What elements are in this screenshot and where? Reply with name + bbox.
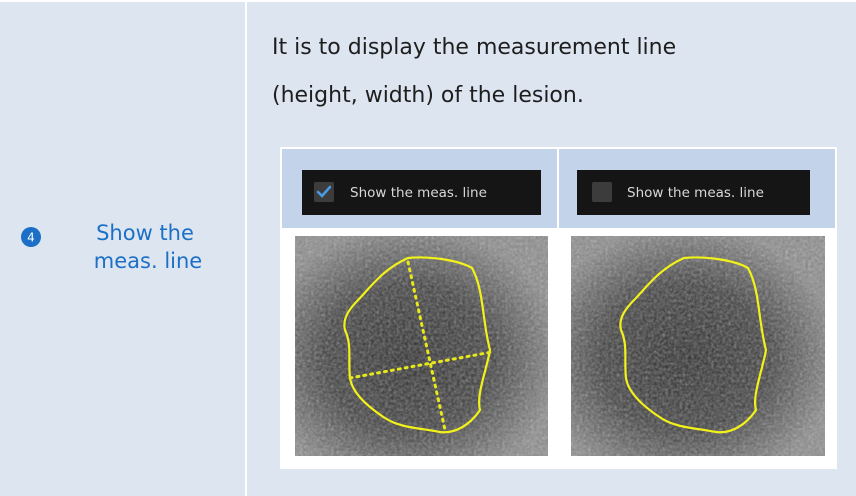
checkbox[interactable] <box>592 182 612 202</box>
checkbox-label: Show the meas. line <box>627 185 764 201</box>
feature-label: meas. line <box>94 249 202 273</box>
page: 4 Show the meas. line It is to display t… <box>0 0 856 496</box>
checkbox-label: Show the meas. line <box>350 185 487 201</box>
description: It is to display the measurement line <box>272 35 676 60</box>
number: 4 <box>27 231 35 245</box>
checkbox-bar: Show the meas. line <box>577 170 810 215</box>
checkbox-bar: Show the meas. line <box>302 170 541 215</box>
ultrasound-image <box>571 236 825 456</box>
description: (height, width) of the lesion. <box>272 83 584 108</box>
feature-label: Show the <box>96 221 194 245</box>
ultrasound-image <box>295 236 548 456</box>
